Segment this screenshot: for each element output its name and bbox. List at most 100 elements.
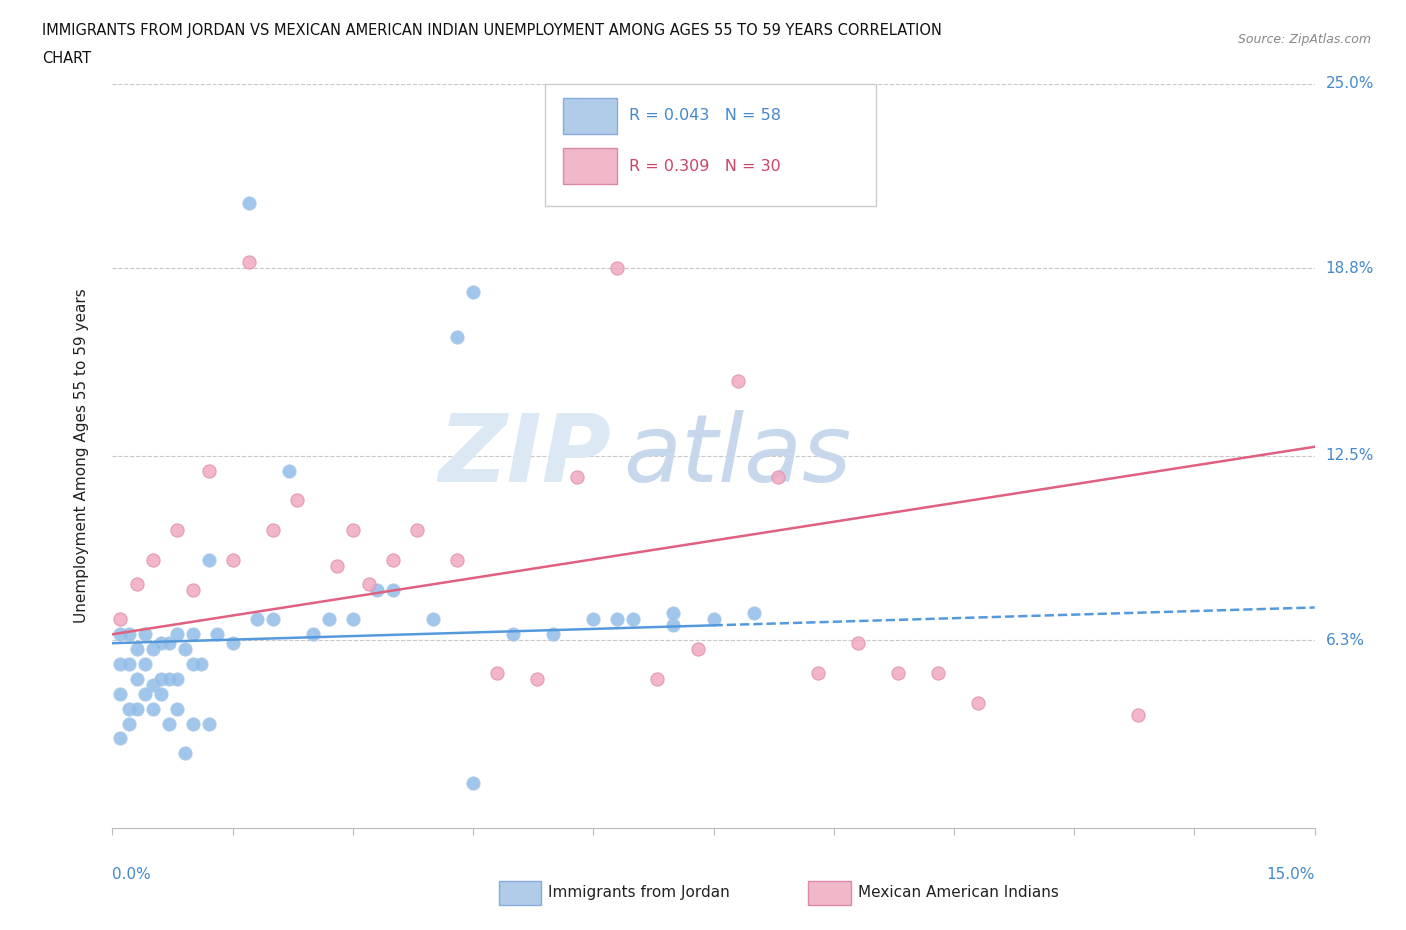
Point <box>110 612 132 627</box>
Point <box>197 463 219 478</box>
Point <box>277 463 299 478</box>
Point <box>149 686 172 701</box>
Point <box>446 329 468 344</box>
Point <box>110 657 132 671</box>
Point <box>197 716 219 731</box>
Point <box>166 671 188 686</box>
Point <box>134 657 156 671</box>
Point <box>422 612 444 627</box>
Point <box>197 552 219 567</box>
Text: R = 0.309   N = 30: R = 0.309 N = 30 <box>630 159 782 174</box>
Point <box>125 577 148 591</box>
Point <box>702 612 725 627</box>
Point <box>262 523 284 538</box>
Point <box>134 627 156 642</box>
FancyBboxPatch shape <box>546 84 876 206</box>
Point <box>149 636 172 651</box>
Point <box>927 666 949 681</box>
Point <box>222 552 245 567</box>
FancyBboxPatch shape <box>564 98 617 134</box>
Point <box>502 627 524 642</box>
Point <box>117 627 139 642</box>
Point <box>157 716 180 731</box>
Point <box>526 671 548 686</box>
Point <box>461 285 484 299</box>
Point <box>110 731 132 746</box>
Point <box>582 612 605 627</box>
Text: Mexican American Indians: Mexican American Indians <box>858 885 1059 900</box>
Point <box>846 636 869 651</box>
Point <box>621 612 644 627</box>
Point <box>318 612 340 627</box>
Point <box>157 671 180 686</box>
Text: IMMIGRANTS FROM JORDAN VS MEXICAN AMERICAN INDIAN UNEMPLOYMENT AMONG AGES 55 TO : IMMIGRANTS FROM JORDAN VS MEXICAN AMERIC… <box>42 23 942 38</box>
Point <box>406 523 429 538</box>
Point <box>486 666 509 681</box>
Point <box>606 612 628 627</box>
Point <box>742 606 765 621</box>
Point <box>181 582 204 597</box>
Y-axis label: Unemployment Among Ages 55 to 59 years: Unemployment Among Ages 55 to 59 years <box>75 288 89 623</box>
Point <box>262 612 284 627</box>
Point <box>606 260 628 275</box>
Point <box>181 716 204 731</box>
Point <box>117 716 139 731</box>
Text: 25.0%: 25.0% <box>1326 76 1374 91</box>
Point <box>567 469 589 484</box>
Text: CHART: CHART <box>42 51 91 66</box>
Text: 0.0%: 0.0% <box>112 867 152 882</box>
Point <box>1128 707 1150 722</box>
Point <box>190 657 212 671</box>
Point <box>246 612 269 627</box>
Text: atlas: atlas <box>623 410 852 501</box>
Point <box>285 493 308 508</box>
Point <box>110 686 132 701</box>
Point <box>238 255 260 270</box>
Point <box>141 642 163 657</box>
Point <box>125 642 148 657</box>
Text: 6.3%: 6.3% <box>1326 632 1365 647</box>
Text: 15.0%: 15.0% <box>1267 867 1315 882</box>
Text: Source: ZipAtlas.com: Source: ZipAtlas.com <box>1237 33 1371 46</box>
Point <box>302 627 325 642</box>
Point <box>110 627 132 642</box>
Point <box>446 552 468 567</box>
Point <box>181 657 204 671</box>
Point <box>125 701 148 716</box>
Point <box>543 627 565 642</box>
Point <box>357 577 380 591</box>
Point <box>141 701 163 716</box>
Point <box>766 469 789 484</box>
Point <box>461 776 484 790</box>
Point <box>887 666 910 681</box>
Point <box>382 552 405 567</box>
Point <box>205 627 228 642</box>
Text: 18.8%: 18.8% <box>1326 260 1374 275</box>
Point <box>382 582 405 597</box>
Point <box>238 195 260 210</box>
Point <box>173 642 195 657</box>
Point <box>807 666 830 681</box>
Point <box>181 627 204 642</box>
Point <box>727 374 749 389</box>
Point <box>157 636 180 651</box>
Point <box>141 552 163 567</box>
Point <box>222 636 245 651</box>
Text: R = 0.043   N = 58: R = 0.043 N = 58 <box>630 108 782 123</box>
Point <box>173 746 195 761</box>
Point <box>662 606 685 621</box>
Point <box>125 671 148 686</box>
Point <box>686 642 709 657</box>
Point <box>326 558 349 573</box>
Text: 12.5%: 12.5% <box>1326 448 1374 463</box>
Point <box>166 701 188 716</box>
Point <box>166 627 188 642</box>
Point <box>141 677 163 692</box>
Point <box>149 671 172 686</box>
Point <box>117 657 139 671</box>
FancyBboxPatch shape <box>564 149 617 184</box>
Point <box>166 523 188 538</box>
Text: Immigrants from Jordan: Immigrants from Jordan <box>548 885 730 900</box>
Text: ZIP: ZIP <box>439 410 612 501</box>
Point <box>342 612 364 627</box>
